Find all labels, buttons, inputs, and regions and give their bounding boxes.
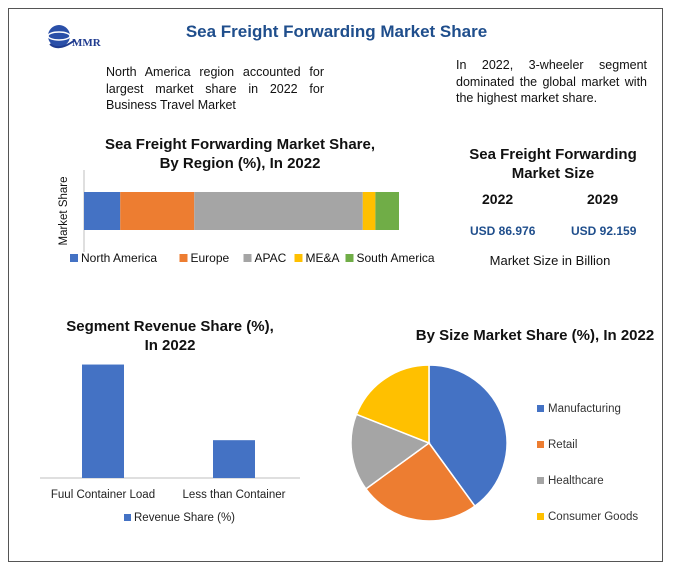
bar-segment-apac bbox=[194, 192, 363, 230]
legend-swatch-manufacturing bbox=[537, 405, 544, 412]
region-chart-title: Sea Freight Forwarding Market Share, By R… bbox=[104, 136, 376, 172]
x-tick-label-fuul-container-load: Fuul Container Load bbox=[51, 489, 155, 501]
segment-note: In 2022, 3-wheeler segment dominated the… bbox=[456, 58, 647, 105]
legend-swatch-apac bbox=[243, 254, 252, 262]
legend-swatch-me-a bbox=[294, 254, 303, 262]
by-size-pie-chart: Manufacturing Retail Healthcare Consumer Go… bbox=[350, 364, 638, 523]
market-size-2029-value: USD 92.159 bbox=[571, 224, 637, 238]
region-note: North America region accounted for large… bbox=[106, 65, 324, 112]
year-2022-label: 2022 bbox=[482, 191, 514, 207]
legend-label-retail: Retail bbox=[548, 439, 577, 451]
y-axis-label: Market Share bbox=[58, 176, 70, 245]
segment-chart: Fuul Container Load Less than Container Re… bbox=[40, 364, 300, 524]
x-tick-label-less-than-container: Less than Container bbox=[183, 489, 286, 501]
bar-fuul-container-load bbox=[82, 364, 124, 478]
region-chart: Market Share North America Europe APAC ME&A S… bbox=[58, 170, 435, 265]
bar-segment-north-america bbox=[84, 192, 121, 230]
pie-slice-retail bbox=[364, 441, 476, 522]
infographic-frame bbox=[8, 8, 663, 562]
pie-slice-consumer-goods bbox=[355, 364, 430, 445]
legend-label-me-a: ME&A bbox=[306, 251, 340, 265]
legend-label-apac: APAC bbox=[255, 251, 287, 265]
legend-label-consumer-goods: Consumer Goods bbox=[548, 511, 638, 523]
legend-swatch-revenue-share bbox=[124, 514, 131, 521]
bar-segment-south-america bbox=[375, 192, 399, 230]
page-title: Sea Freight Forwarding Market Share bbox=[185, 22, 488, 41]
legend-swatch-europe bbox=[179, 254, 188, 262]
by-size-chart-title: By Size Market Share (%), In 2022 bbox=[415, 327, 655, 344]
bar-segment-me-a bbox=[362, 192, 376, 230]
market-size-unit: Market Size in Billion bbox=[489, 253, 611, 268]
pie-slice-manufacturing bbox=[428, 364, 508, 508]
bar-segment-europe bbox=[120, 192, 195, 230]
bar-less-than-container bbox=[213, 440, 255, 478]
market-size-2022-value: USD 86.976 bbox=[470, 224, 536, 238]
legend-label-north-america: North America bbox=[81, 251, 157, 265]
legend-label-revenue-share: Revenue Share (%) bbox=[134, 512, 235, 524]
pie-slice-healthcare bbox=[350, 413, 431, 490]
market-size-title: Sea Freight Forwarding Market Size bbox=[469, 146, 637, 182]
legend-swatch-retail bbox=[537, 441, 544, 448]
legend-swatch-healthcare bbox=[537, 477, 544, 484]
logo-text: MMR bbox=[72, 37, 101, 49]
legend-label-manufacturing: Manufacturing bbox=[548, 403, 621, 415]
legend-label-south-america: South America bbox=[357, 251, 435, 265]
year-2029-label: 2029 bbox=[587, 191, 619, 207]
legend-label-europe: Europe bbox=[191, 251, 230, 265]
legend-swatch-north-america bbox=[70, 254, 78, 262]
segment-chart-title: Segment Revenue Share (%), In 2022 bbox=[66, 318, 274, 354]
legend-swatch-south-america bbox=[345, 254, 354, 262]
mmr-logo bbox=[47, 25, 76, 49]
legend-label-healthcare: Healthcare bbox=[548, 475, 604, 487]
legend-swatch-consumer-goods bbox=[537, 513, 544, 520]
